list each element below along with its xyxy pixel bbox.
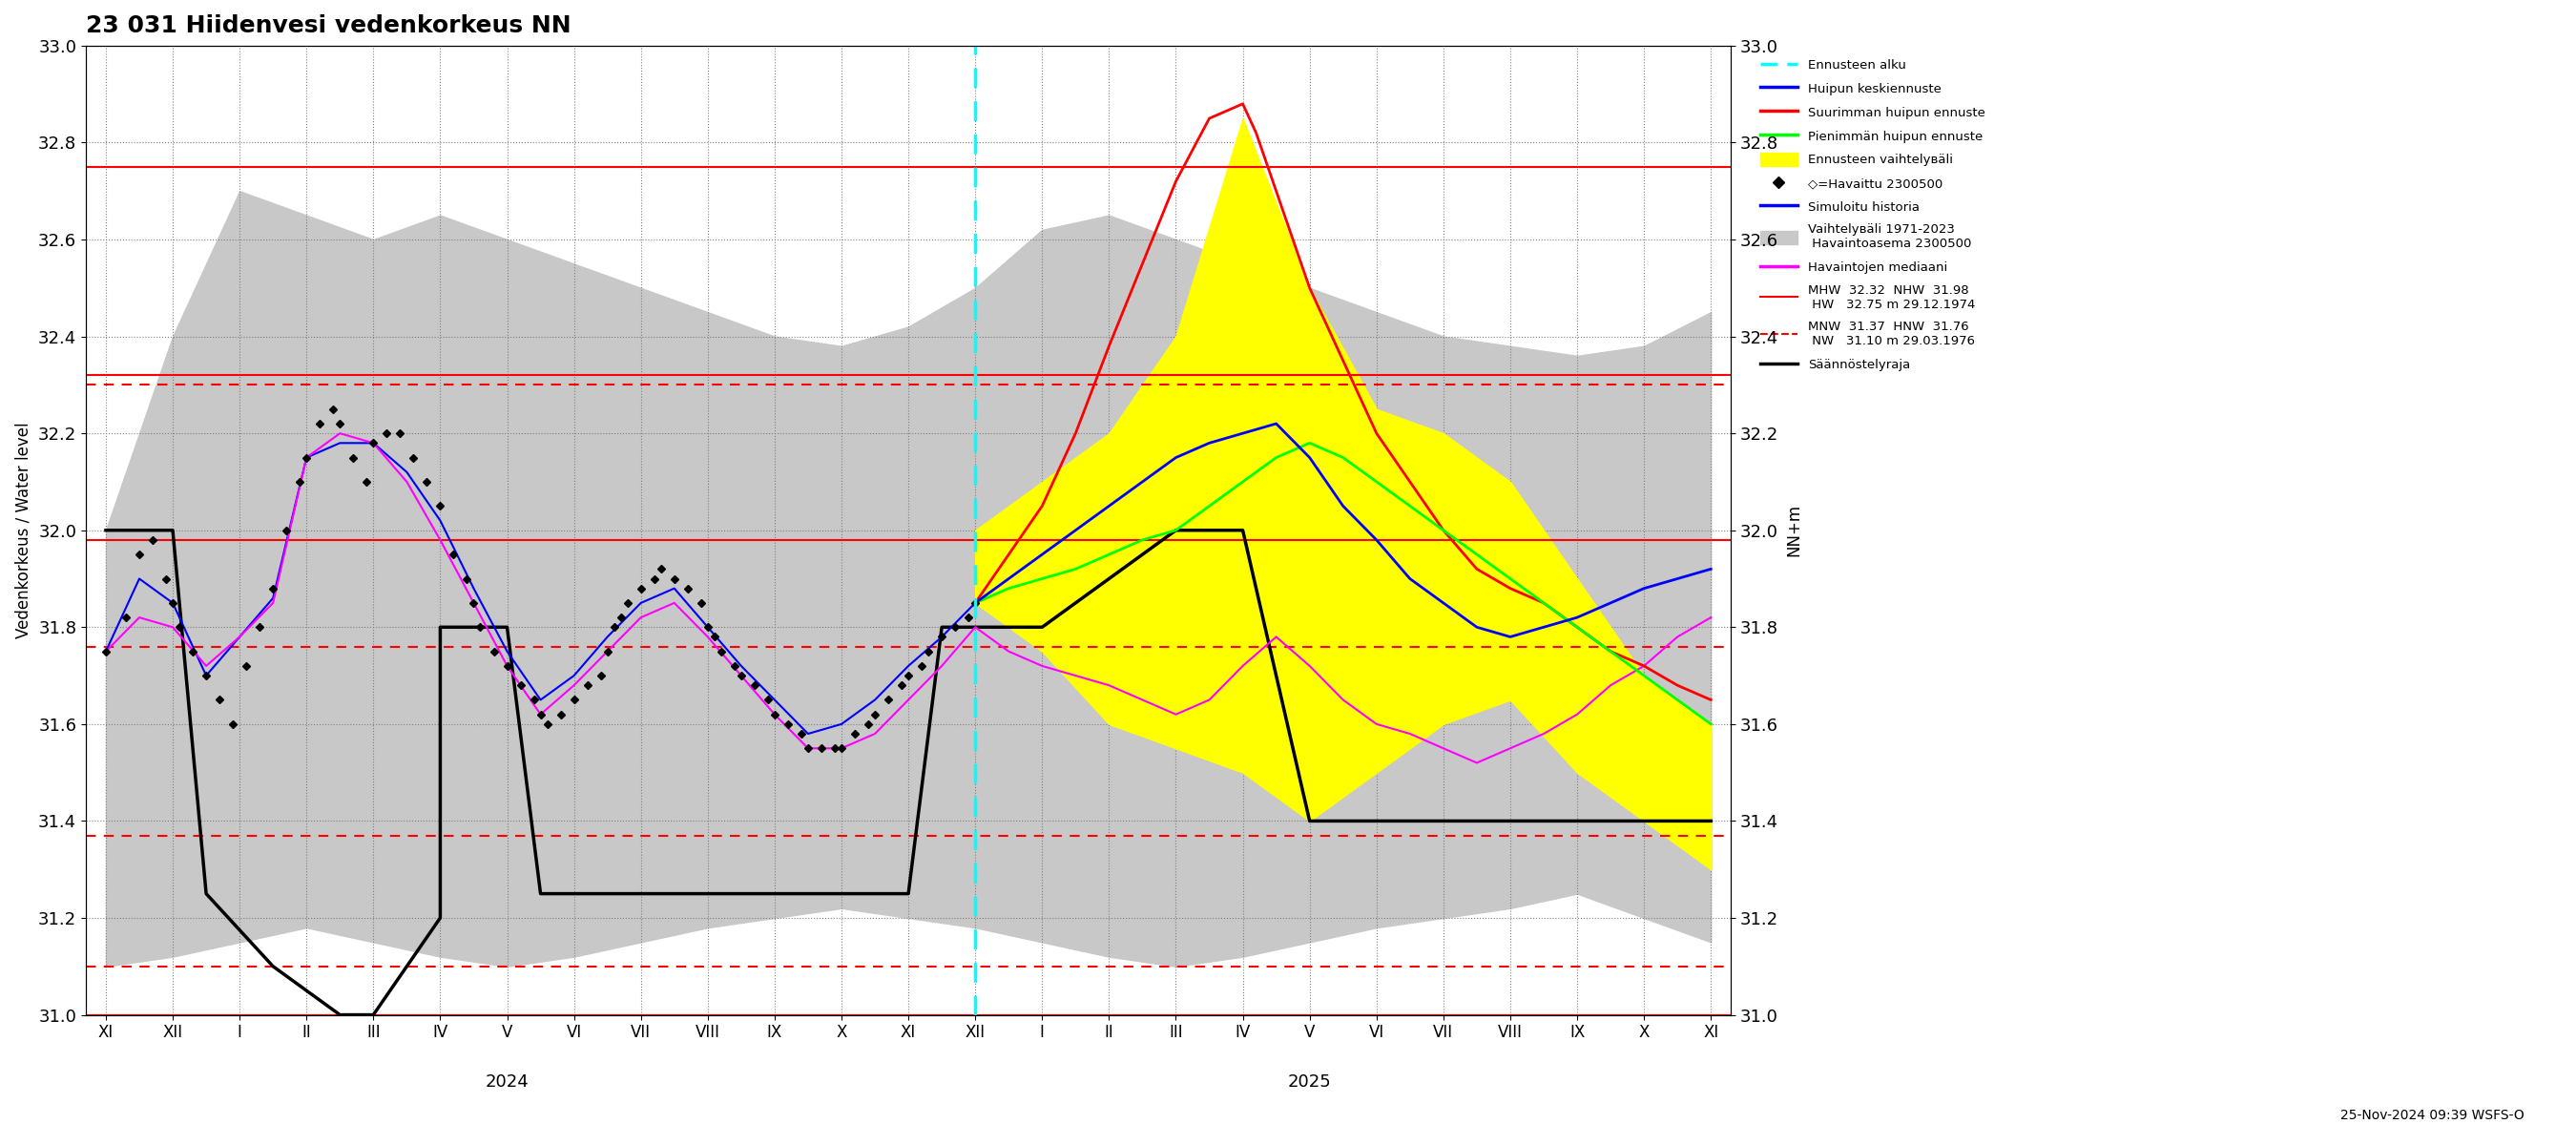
Text: 25-Nov-2024 09:39 WSFS-O: 25-Nov-2024 09:39 WSFS-O	[2342, 1108, 2524, 1122]
Y-axis label: NN+m: NN+m	[1785, 504, 1803, 556]
Text: 23 031 Hiidenvesi vedenkorkeus NN: 23 031 Hiidenvesi vedenkorkeus NN	[85, 14, 572, 37]
Text: 2024: 2024	[484, 1073, 528, 1090]
Legend: Ennusteen alku, Huipun keskiennuste, Suurimman huipun ennuste, Pienimmän huipun : Ennusteen alku, Huipun keskiennuste, Suu…	[1754, 52, 1991, 378]
Text: 2025: 2025	[1288, 1073, 1332, 1090]
Y-axis label: Vedenkorkeus / Water level: Vedenkorkeus / Water level	[15, 423, 31, 639]
